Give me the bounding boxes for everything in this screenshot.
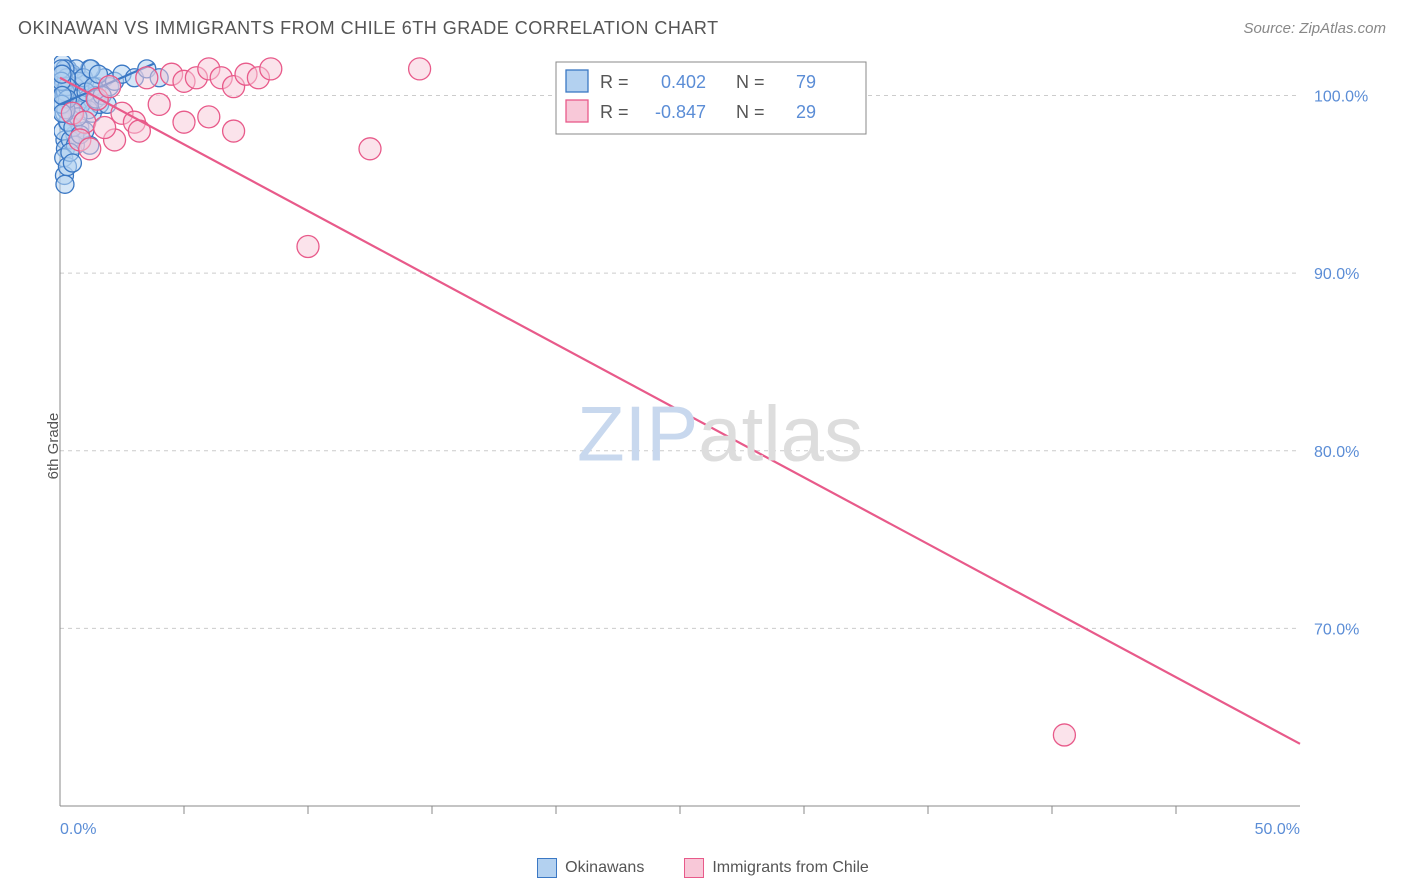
- bottom-legend: Okinawans Immigrants from Chile: [0, 858, 1406, 878]
- svg-text:79: 79: [796, 72, 816, 92]
- legend-label: Immigrants from Chile: [712, 859, 868, 877]
- svg-text:-0.847: -0.847: [655, 102, 706, 122]
- chart-title: OKINAWAN VS IMMIGRANTS FROM CHILE 6TH GR…: [18, 18, 719, 39]
- legend-item-okinawans: Okinawans: [537, 858, 644, 878]
- svg-text:N =: N =: [736, 102, 765, 122]
- svg-text:29: 29: [796, 102, 816, 122]
- chart-container: 0.0% 50.0% 70.0% 80.0% 90.0% 100.0% R = 0.402 N …: [54, 56, 1386, 844]
- svg-text:70.0%: 70.0%: [1314, 621, 1359, 638]
- svg-text:0.0%: 0.0%: [60, 821, 96, 838]
- legend-swatch: [684, 858, 704, 878]
- svg-text:R =: R =: [600, 102, 629, 122]
- scatter-chart: 0.0% 50.0% 70.0% 80.0% 90.0% 100.0% R = 0.402 N …: [54, 56, 1386, 844]
- legend-item-chile: Immigrants from Chile: [684, 858, 868, 878]
- svg-text:80.0%: 80.0%: [1314, 444, 1359, 461]
- svg-text:N =: N =: [736, 72, 765, 92]
- svg-text:90.0%: 90.0%: [1314, 266, 1359, 283]
- chart-source: Source: ZipAtlas.com: [1243, 20, 1386, 37]
- svg-text:0.402: 0.402: [661, 72, 706, 92]
- svg-text:50.0%: 50.0%: [1255, 821, 1300, 838]
- svg-text:R =: R =: [600, 72, 629, 92]
- chart-header: OKINAWAN VS IMMIGRANTS FROM CHILE 6TH GR…: [0, 0, 1406, 49]
- legend-swatch: [537, 858, 557, 878]
- legend-label: Okinawans: [565, 859, 644, 877]
- svg-text:100.0%: 100.0%: [1314, 89, 1368, 106]
